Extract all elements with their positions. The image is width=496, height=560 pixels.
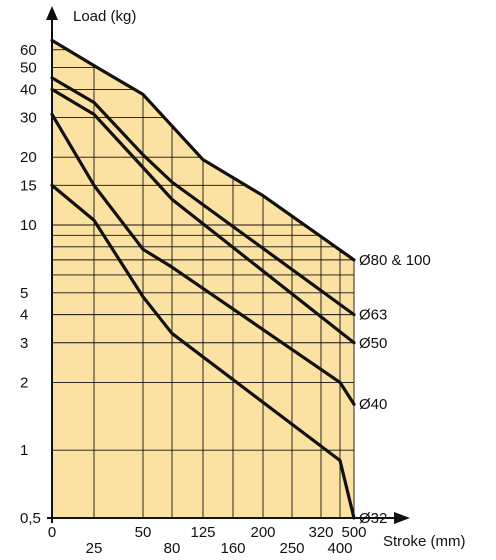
y-tick-label: 2 (20, 374, 28, 391)
y-tick-label: 20 (20, 149, 37, 166)
y-tick-label: 60 (20, 42, 37, 59)
y-tick-label: 0,5 (20, 510, 41, 527)
y-tick-label: 30 (20, 110, 37, 127)
y-tick-label: 3 (20, 335, 28, 352)
y-tick-label: 50 (20, 60, 37, 77)
x-tick-label: 400 (327, 540, 352, 557)
x-tick-label: 80 (164, 540, 181, 557)
x-tick-label: 50 (135, 524, 152, 541)
series-label-4: Ø32 (359, 510, 387, 527)
x-tick-label: 0 (48, 524, 56, 541)
x-tick-label: 320 (308, 524, 333, 541)
x-tick-label: 250 (279, 540, 304, 557)
y-tick-label: 5 (20, 285, 28, 302)
y-axis-title: Load (kg) (73, 8, 136, 25)
x-tick-label: 200 (250, 524, 275, 541)
series-label-1: Ø63 (359, 307, 387, 324)
x-tick-label: 25 (86, 540, 103, 557)
y-tick-label: 10 (20, 217, 37, 234)
series-label-2: Ø50 (359, 335, 387, 352)
y-tick-label: 1 (20, 442, 28, 459)
x-axis-arrow (394, 512, 410, 524)
y-tick-label: 4 (20, 307, 28, 324)
series-label-0: Ø80 & 100 (359, 252, 431, 269)
x-tick-label: 125 (190, 524, 215, 541)
y-tick-label: 15 (20, 177, 37, 194)
series-labels: Ø80 & 100 Ø63 Ø50 Ø40 Ø32 (359, 252, 431, 527)
x-axis-title: Stroke (mm) (383, 533, 466, 550)
y-tick-label: 40 (20, 81, 37, 98)
y-axis-arrow (46, 6, 58, 20)
x-tick-label: 160 (220, 540, 245, 557)
series-label-3: Ø40 (359, 396, 387, 413)
